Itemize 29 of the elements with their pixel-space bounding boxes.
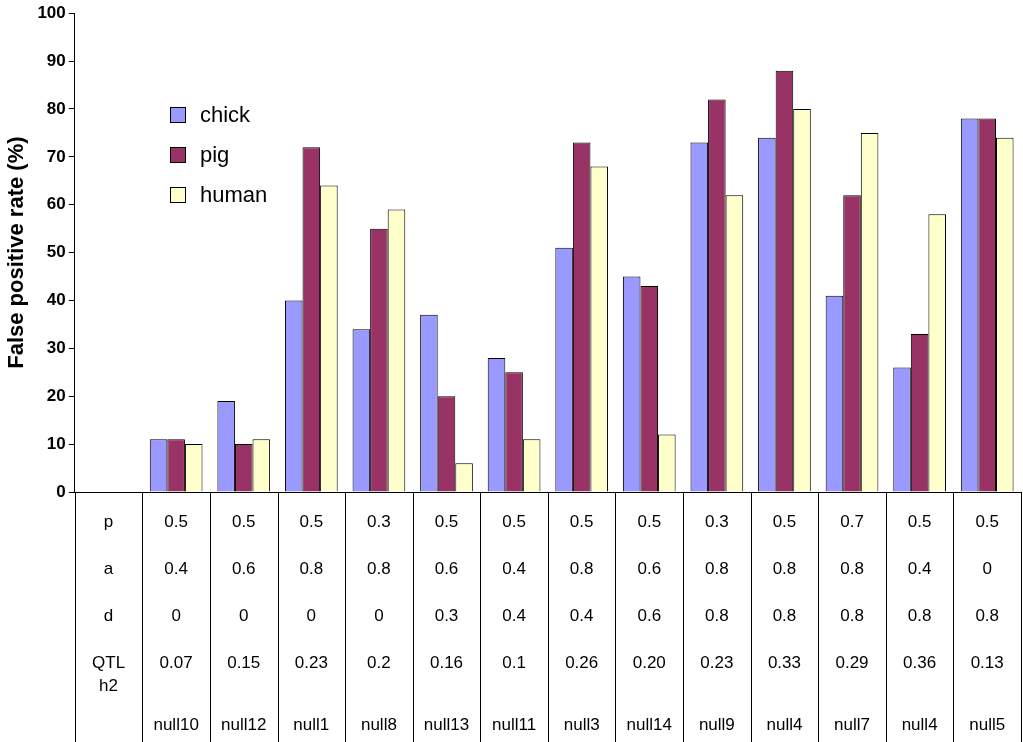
y-tick-label: 40 — [46, 290, 66, 310]
y-tick-label: 50 — [46, 242, 66, 262]
y-axis-title: False positive rate (%) — [3, 136, 29, 369]
category-label: 0.5 0.4 0 0.07 null10 — [153, 511, 199, 734]
y-tick-label: 90 — [46, 50, 66, 70]
category-label: 0.3 0.8 0 0.2 null8 — [360, 511, 397, 734]
y-tick-label: 30 — [46, 338, 66, 358]
legend-label: pig — [199, 141, 231, 169]
y-tick-label: 10 — [46, 433, 66, 453]
category-label: 0.5 0.4 0.8 0.36 null4 — [901, 511, 938, 734]
y-tick-label: 70 — [46, 146, 66, 166]
legend-label: human — [199, 181, 268, 209]
category-label: 0.7 0.8 0.8 0.29 null7 — [834, 511, 870, 734]
y-tick-label: 60 — [46, 194, 66, 214]
y-tick-label: 20 — [46, 385, 66, 405]
category-label: 0.5 0.6 0 0.15 null12 — [221, 511, 267, 734]
legend-label: chick — [199, 101, 252, 129]
category-label: 0.5 0.6 0.3 0.16 null13 — [423, 511, 470, 734]
category-label: 0.3 0.8 0.8 0.23 null9 — [698, 511, 735, 734]
category-label: 0.5 0.8 0.4 0.26 null3 — [563, 511, 600, 734]
category-label: p a d QTL h2 — [92, 511, 126, 695]
category-label: 0.5 0.4 0.4 0.1 null11 — [492, 511, 537, 734]
y-tick-label: 80 — [46, 98, 66, 118]
y-tick-label: 0 — [56, 481, 66, 501]
category-label: 0.5 0 0.8 0.13 null5 — [969, 511, 1006, 734]
y-tick-label: 100 — [37, 2, 66, 22]
category-label: 0.5 0.6 0.6 0.20 null14 — [626, 511, 672, 734]
category-label: 0.5 0.8 0.8 0.33 null4 — [766, 511, 803, 734]
category-label: 0.5 0.8 0 0.23 null1 — [293, 511, 330, 734]
